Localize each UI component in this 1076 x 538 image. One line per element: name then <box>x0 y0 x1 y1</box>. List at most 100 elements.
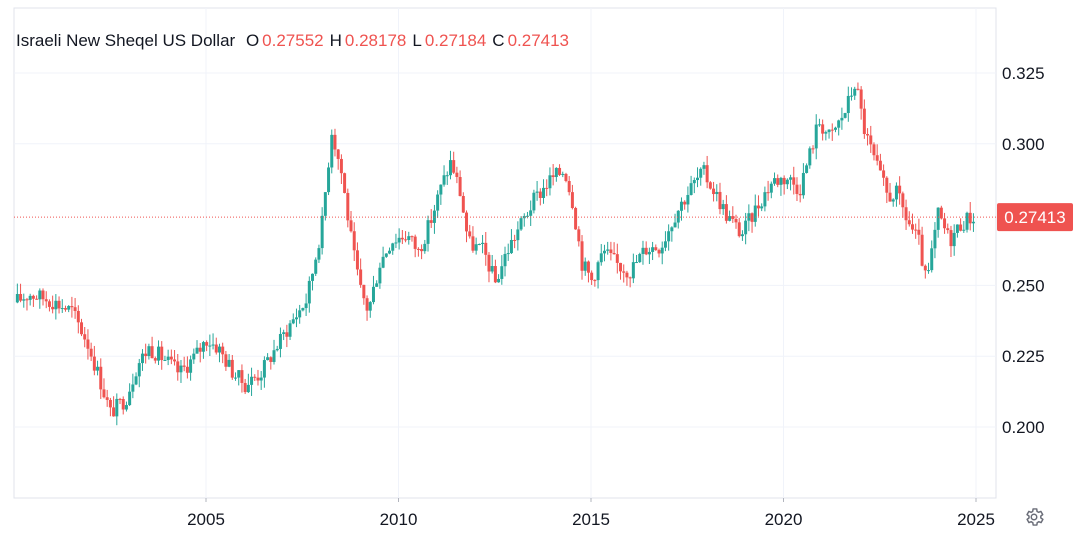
gear-icon-graphic <box>1026 508 1044 526</box>
candle-body <box>44 299 48 302</box>
candle-body <box>131 384 135 392</box>
candle <box>708 181 712 190</box>
candle-body <box>307 280 311 304</box>
candle-body <box>728 216 732 221</box>
candle-body <box>943 218 947 229</box>
candle <box>343 172 347 194</box>
candle-body <box>801 172 805 196</box>
y-tick-label: 0.325 <box>1002 64 1045 83</box>
candle <box>471 226 475 253</box>
candle <box>561 171 565 178</box>
candle <box>311 273 315 291</box>
candle <box>779 176 783 196</box>
candle-body <box>516 229 520 241</box>
candle-body <box>570 192 574 209</box>
candle-body <box>83 334 87 340</box>
candle-body <box>811 148 815 150</box>
candle <box>917 218 921 245</box>
candle-body <box>756 205 760 209</box>
candle <box>487 252 491 283</box>
candle-body <box>198 347 202 352</box>
candle <box>465 210 469 243</box>
candle-body <box>769 183 773 193</box>
candle <box>651 241 655 261</box>
candle-body <box>416 248 420 250</box>
candle <box>840 107 844 130</box>
candle-body <box>192 353 196 360</box>
candle <box>179 359 183 383</box>
candle-body <box>689 183 693 195</box>
candle-body <box>939 207 943 219</box>
candle <box>545 179 549 197</box>
y-tick-label: 0.250 <box>1002 276 1045 295</box>
candle-body <box>567 180 571 193</box>
candle <box>737 217 741 238</box>
candle <box>702 161 706 175</box>
candle-body <box>660 247 664 254</box>
candle-body <box>230 359 234 378</box>
candle <box>44 291 48 309</box>
candle <box>493 259 497 284</box>
candle <box>596 260 600 289</box>
candle-body <box>625 272 629 278</box>
candle <box>320 207 324 255</box>
candle <box>955 224 959 238</box>
candle-body <box>275 348 279 351</box>
candle <box>740 230 744 241</box>
candle <box>73 298 77 319</box>
candle <box>837 119 841 136</box>
candle-body <box>606 249 610 251</box>
candle <box>679 197 683 221</box>
candle <box>92 345 96 376</box>
candle-body <box>262 360 266 378</box>
candle-body <box>35 298 39 300</box>
candle <box>763 186 767 212</box>
candle-body <box>712 188 716 195</box>
candle-body <box>872 144 876 156</box>
candle <box>962 221 966 233</box>
candle <box>160 341 164 370</box>
y-tick-label: 0.300 <box>1002 135 1045 154</box>
candle <box>846 86 850 122</box>
candle <box>965 211 969 233</box>
candle-body <box>240 370 244 383</box>
candle <box>676 210 680 229</box>
candle-body <box>442 175 446 185</box>
candle-body <box>551 175 555 178</box>
candle <box>227 354 231 368</box>
candle <box>769 181 773 199</box>
candle-body <box>371 286 375 303</box>
candle <box>391 242 395 255</box>
last-price-badge <box>997 203 1073 232</box>
candle-body <box>651 247 655 252</box>
candle <box>83 327 87 348</box>
candle-body <box>599 253 603 263</box>
candle <box>28 293 32 306</box>
candle <box>429 209 433 228</box>
candle <box>795 177 799 202</box>
candle-body <box>394 242 398 244</box>
candle <box>458 170 462 197</box>
candle-body <box>176 361 180 373</box>
candle-body <box>740 234 744 237</box>
candle <box>606 241 610 255</box>
candle <box>468 224 472 239</box>
candle-body <box>824 132 828 134</box>
candle-body <box>115 398 119 417</box>
candle-body <box>471 236 475 251</box>
candle-body <box>461 195 465 213</box>
candle <box>41 288 45 306</box>
candle <box>275 345 279 352</box>
candle <box>583 257 587 276</box>
candle <box>692 177 696 194</box>
candle-body <box>805 165 809 173</box>
candle <box>798 184 802 203</box>
candle <box>943 212 947 234</box>
candle-body <box>663 241 667 248</box>
candle <box>760 203 764 212</box>
candle <box>946 223 950 234</box>
gear-icon[interactable] <box>1023 506 1045 528</box>
candle-body <box>901 193 905 208</box>
